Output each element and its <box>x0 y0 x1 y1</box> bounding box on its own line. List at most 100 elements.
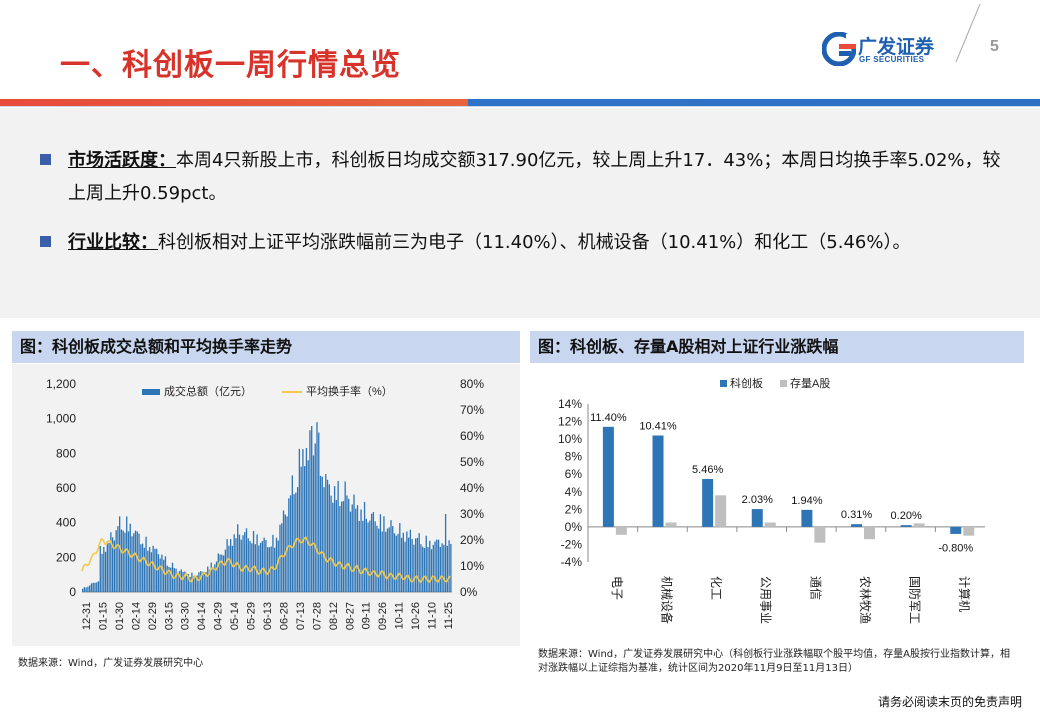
volume-bar <box>378 528 380 592</box>
y-right-tick-label: 10% <box>460 559 484 573</box>
volume-bar <box>314 443 316 592</box>
category-label: 计算机 <box>957 576 972 612</box>
volume-bar <box>355 508 357 592</box>
y-left-tick-label: 800 <box>56 446 76 460</box>
volume-bar <box>286 516 288 592</box>
volume-bar <box>263 537 265 592</box>
volume-bar <box>335 500 338 592</box>
volume-bar <box>231 545 234 592</box>
volume-bar <box>226 539 228 592</box>
volume-bar <box>247 538 249 592</box>
volume-bar <box>432 544 434 592</box>
volume-bar <box>256 534 258 592</box>
volume-bar <box>219 554 221 592</box>
data-label: 2.03% <box>742 494 773 506</box>
x-tick-label: 08-12 <box>328 602 340 630</box>
volume-bar <box>134 530 137 592</box>
volume-bar <box>152 545 154 592</box>
y-tick-label: 2% <box>565 502 583 516</box>
volume-bar <box>238 534 241 592</box>
volume-bar <box>103 546 105 592</box>
volume-bar <box>406 531 408 592</box>
volume-bar <box>258 545 260 592</box>
logo-cn-text: 广发证券 <box>858 36 935 58</box>
star-market-bar <box>702 478 714 527</box>
volume-bar <box>341 501 343 592</box>
category-label: 通信 <box>808 576 822 600</box>
volume-bar <box>333 486 336 592</box>
volume-bar <box>198 572 200 592</box>
volume-bar <box>323 487 325 592</box>
y-tick-label: 10% <box>558 432 582 446</box>
volume-bar <box>222 555 225 592</box>
volume-bar <box>443 544 445 592</box>
star-market-bar <box>652 435 664 527</box>
page-number: 5 <box>990 38 999 55</box>
volume-bar <box>210 562 212 592</box>
volume-bar <box>147 550 149 592</box>
header-underline <box>0 106 1040 107</box>
bullet-key: 行业比较： <box>68 232 158 253</box>
volume-bar <box>187 574 190 592</box>
x-tick-label: 01-15 <box>97 602 109 630</box>
data-label: 5.46% <box>692 464 723 476</box>
chart1-area: 0 200 400 600 800 1,000 1,200 0% 10% 20% 30% 40% 50%… <box>12 364 520 646</box>
volume-bar <box>154 548 156 592</box>
volume-bar <box>200 571 202 592</box>
legend-label-star: 科创板 <box>730 376 763 390</box>
volume-bar <box>191 572 193 592</box>
header-stripe <box>0 99 1040 106</box>
x-tick-label: 10-11 <box>394 602 406 629</box>
volume-bar <box>124 532 126 592</box>
volume-bar <box>245 528 248 592</box>
legend-label-turnover: 平均换手率（%） <box>306 384 393 398</box>
volume-bar <box>367 522 369 592</box>
volume-bar <box>344 481 346 592</box>
volume-bar <box>370 513 373 592</box>
volume-bar <box>143 547 145 592</box>
volume-bar <box>106 541 108 592</box>
y-right-tick-label: 80% <box>460 377 484 391</box>
volume-bar <box>372 512 375 592</box>
volume-bar <box>376 525 378 592</box>
x-tick-label: 06-28 <box>278 602 290 630</box>
volume-bar <box>141 543 144 592</box>
y-tick-label: 6% <box>565 467 583 481</box>
x-tick-label: 07-28 <box>311 602 323 630</box>
x-tick-label: 08-27 <box>344 602 356 630</box>
volume-bar <box>83 587 86 592</box>
industry-return-chart: 14% 12% 10% 8% 6% 4% 2% 0% -2% -4% 11.40% 电子 10.41% 机… <box>558 376 985 624</box>
volume-bar <box>383 516 385 592</box>
volume-bar <box>291 475 293 592</box>
volume-bar <box>240 539 242 592</box>
bullet-square-icon <box>40 154 51 165</box>
data-label: 0.20% <box>891 510 922 522</box>
volume-bar <box>300 466 302 592</box>
legend-swatch-volume <box>142 389 160 395</box>
volume-bar <box>194 575 197 592</box>
volume-bar <box>393 533 396 592</box>
volume-bar <box>96 582 98 592</box>
volume-bar <box>407 537 410 592</box>
volume-bar <box>279 524 281 592</box>
volume-bar <box>346 495 348 592</box>
volume-bar <box>111 537 114 592</box>
volume-bar <box>374 521 376 592</box>
a-share-bar <box>864 526 876 540</box>
volume-bar <box>265 540 267 592</box>
x-tick-label: 02-29 <box>147 602 159 630</box>
a-share-bar <box>913 523 925 527</box>
a-share-bar <box>963 526 975 536</box>
bullet-body: 本周4只新股上市，科创板日均成交额317.90亿元，较上周上升17．43%；本周… <box>68 150 1001 204</box>
volume-bar <box>312 455 315 592</box>
volume-bar <box>302 449 304 592</box>
volume-bar <box>430 549 433 592</box>
volume-bar <box>392 526 394 592</box>
volume-bar <box>281 523 283 592</box>
volume-bar <box>166 565 168 592</box>
volume-bar <box>230 539 232 592</box>
x-tick-label: 12-31 <box>81 602 93 630</box>
volume-bar <box>178 571 181 592</box>
volume-bar <box>99 546 101 592</box>
volume-bar <box>436 539 438 592</box>
